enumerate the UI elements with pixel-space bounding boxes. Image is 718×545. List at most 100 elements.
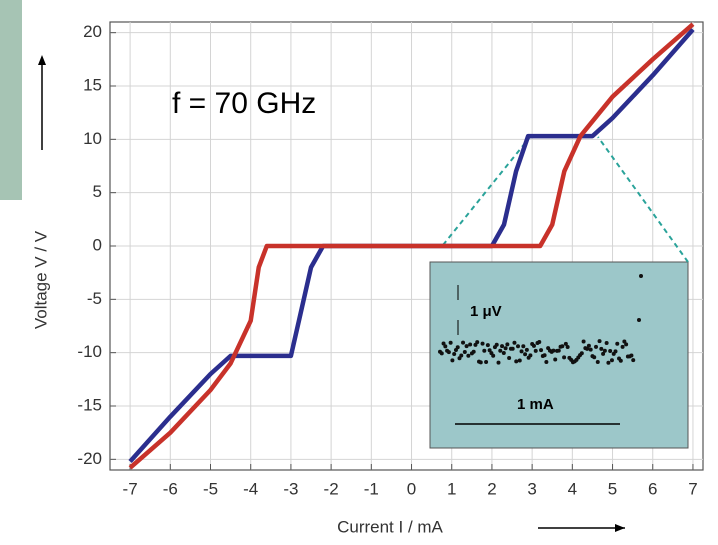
inset-dot bbox=[615, 341, 620, 346]
y-tick-label: -15 bbox=[77, 395, 102, 414]
inset-dot bbox=[629, 353, 634, 358]
inset-dot bbox=[503, 346, 508, 351]
x-tick-label: 2 bbox=[487, 479, 496, 498]
x-tick-label: 4 bbox=[568, 479, 577, 498]
inset-dot bbox=[624, 342, 629, 347]
inset-dot bbox=[517, 358, 522, 363]
x-tick-label: -2 bbox=[324, 479, 339, 498]
x-tick-label: 3 bbox=[527, 479, 536, 498]
y-tick-label: -5 bbox=[87, 289, 102, 308]
inset-dot bbox=[551, 348, 556, 353]
inset-dot bbox=[519, 349, 524, 354]
x-tick-label: 1 bbox=[447, 479, 456, 498]
annotation: f = 70 GHz bbox=[172, 87, 316, 120]
inset-dot bbox=[455, 345, 460, 350]
inset-dot bbox=[553, 357, 558, 362]
inset-dot bbox=[471, 349, 476, 354]
inset-dot bbox=[446, 350, 451, 355]
inset-dot bbox=[533, 348, 538, 353]
inset-dot bbox=[484, 360, 489, 365]
inset-dot bbox=[565, 344, 570, 349]
x-tick-label: 6 bbox=[648, 479, 657, 498]
inset-dot bbox=[450, 358, 455, 363]
inset-dot bbox=[556, 348, 561, 353]
inset-dot bbox=[586, 343, 591, 348]
inset-dot bbox=[459, 353, 464, 358]
inset-dot bbox=[505, 342, 510, 347]
inset-dot bbox=[579, 351, 584, 356]
inset-dot bbox=[500, 344, 505, 349]
y-tick-label: 0 bbox=[93, 235, 102, 254]
inset-dot bbox=[466, 353, 471, 358]
inset-dot bbox=[510, 346, 515, 351]
inset-dot bbox=[563, 341, 568, 346]
inset-dot bbox=[608, 349, 613, 354]
inset-label: 1 μV bbox=[470, 303, 502, 320]
inset-dot bbox=[606, 360, 611, 365]
background-decoration bbox=[0, 0, 22, 200]
inset-dot bbox=[544, 360, 549, 365]
inset-dot bbox=[539, 348, 544, 353]
x-tick-label: -6 bbox=[163, 479, 178, 498]
inset-dot bbox=[620, 344, 625, 349]
inset-dot bbox=[639, 274, 643, 278]
inset-dot bbox=[613, 349, 618, 354]
inset-dot bbox=[443, 344, 448, 349]
inset-dot bbox=[494, 342, 499, 347]
inset-dot bbox=[468, 342, 473, 347]
inset-dot bbox=[581, 339, 586, 344]
x-tick-label: -7 bbox=[123, 479, 138, 498]
inset-dot bbox=[592, 355, 597, 360]
y-tick-label: 10 bbox=[83, 129, 102, 148]
inset-dot bbox=[507, 356, 512, 361]
y-tick-label: -10 bbox=[77, 342, 102, 361]
zoom-line bbox=[597, 136, 689, 263]
inset-dot bbox=[631, 358, 636, 363]
inset-dot bbox=[496, 360, 501, 365]
inset-dot bbox=[585, 346, 590, 351]
inset-dot bbox=[514, 359, 519, 364]
y-axis-label: Voltage V / V bbox=[31, 230, 50, 329]
x-tick-label: -1 bbox=[364, 479, 379, 498]
inset-dot bbox=[588, 347, 593, 352]
inset-dot bbox=[478, 360, 483, 365]
inset-dot bbox=[487, 348, 492, 353]
y-tick-label: 15 bbox=[83, 75, 102, 94]
inset-dot bbox=[464, 344, 469, 349]
y-tick-label: 5 bbox=[93, 182, 102, 201]
y-tick-label: -20 bbox=[77, 449, 102, 468]
inset-label: 1 mA bbox=[517, 396, 554, 413]
inset-dot bbox=[618, 358, 623, 363]
inset-dot bbox=[597, 339, 602, 344]
inset-dot bbox=[452, 351, 457, 356]
inset-dot bbox=[609, 358, 614, 363]
x-tick-label: 7 bbox=[688, 479, 697, 498]
inset-dot bbox=[622, 339, 627, 344]
inset-dot bbox=[439, 351, 444, 356]
inset-dot bbox=[491, 353, 496, 358]
inset-dot bbox=[601, 351, 606, 356]
inset-dot bbox=[562, 355, 567, 360]
inset-dot bbox=[475, 340, 480, 345]
inset-dot bbox=[482, 348, 487, 353]
inset-dot bbox=[524, 347, 529, 352]
inset-dot bbox=[537, 340, 542, 345]
inset-dot bbox=[594, 344, 598, 349]
x-tick-label: -3 bbox=[283, 479, 298, 498]
x-tick-label: 5 bbox=[608, 479, 617, 498]
inset-dot bbox=[602, 348, 607, 353]
inset-dots bbox=[438, 274, 643, 365]
inset-dot bbox=[512, 340, 517, 345]
inset-dot bbox=[480, 341, 485, 346]
y-tick-label: 20 bbox=[83, 22, 102, 41]
inset-dot bbox=[516, 344, 520, 349]
inset-dot bbox=[462, 349, 467, 354]
inset-dot bbox=[448, 340, 453, 345]
inset-dot bbox=[523, 352, 528, 357]
inset-dot bbox=[595, 360, 600, 365]
axis-arrow-head bbox=[38, 55, 46, 65]
inset-dot bbox=[604, 340, 609, 345]
inset-dot bbox=[528, 353, 533, 358]
